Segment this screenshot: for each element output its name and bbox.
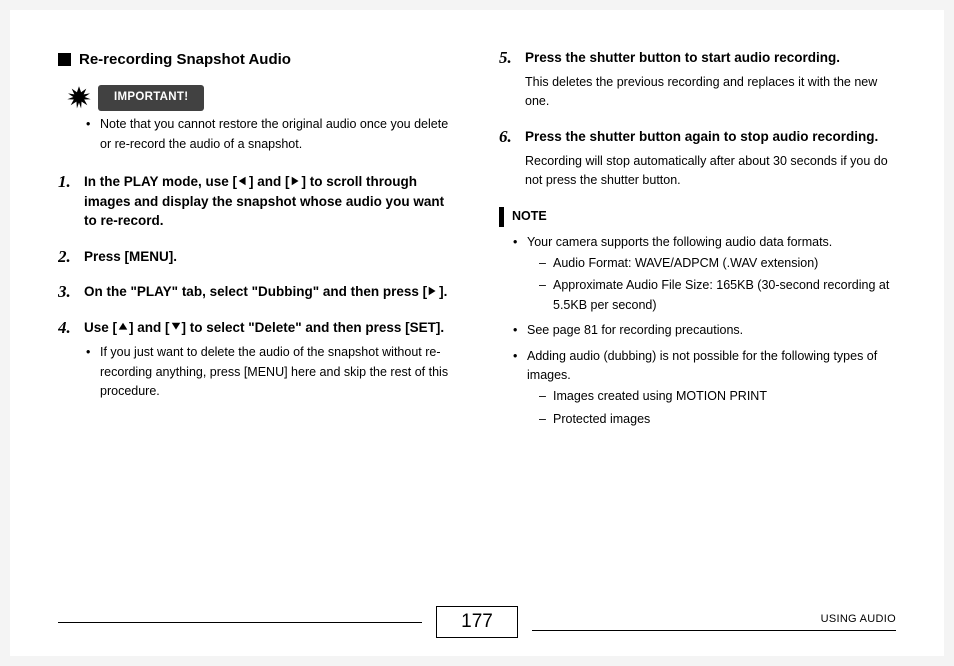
step-6: Press the shutter button again to stop a…	[499, 127, 896, 190]
two-column-content: Re-recording Snapshot Audio IMPORTANT! N…	[58, 48, 896, 656]
footer-right: USING AUDIO	[532, 613, 896, 631]
right-arrow-icon	[427, 285, 439, 297]
note-subitem: Audio Format: WAVE/ADPCM (.WAV extension…	[539, 254, 896, 273]
note-sublist: Images created using MOTION PRINT Protec…	[527, 387, 896, 429]
note-subitem: Protected images	[539, 410, 896, 429]
step-2: Press [MENU].	[58, 247, 455, 267]
note-subitem: Images created using MOTION PRINT	[539, 387, 896, 406]
step-3: On the "PLAY" tab, select "Dubbing" and …	[58, 282, 455, 302]
step-body: Recording will stop automatically after …	[525, 152, 896, 191]
step-title: Press the shutter button again to stop a…	[525, 127, 896, 147]
note-item: Your camera supports the following audio…	[513, 233, 896, 316]
left-column: Re-recording Snapshot Audio IMPORTANT! N…	[58, 48, 455, 656]
down-arrow-icon	[170, 321, 182, 333]
footer-rule-left	[58, 622, 422, 623]
manual-page: Re-recording Snapshot Audio IMPORTANT! N…	[10, 10, 944, 656]
note-item: Adding audio (dubbing) is not possible f…	[513, 347, 896, 430]
step-title: In the PLAY mode, use [] and [] to scrol…	[84, 172, 455, 231]
note-bar-icon	[499, 207, 504, 227]
starburst-icon	[66, 85, 92, 111]
heading-text: Re-recording Snapshot Audio	[79, 48, 291, 71]
step-title: On the "PLAY" tab, select "Dubbing" and …	[84, 282, 455, 302]
footer-section-label: USING AUDIO	[821, 613, 896, 625]
footer-rule-right	[532, 630, 896, 631]
note-list: Your camera supports the following audio…	[499, 233, 896, 429]
step-note-item: If you just want to delete the audio of …	[86, 343, 455, 401]
left-steps: In the PLAY mode, use [] and [] to scrol…	[58, 172, 455, 402]
note-sublist: Audio Format: WAVE/ADPCM (.WAV extension…	[527, 254, 896, 315]
note-item: See page 81 for recording precautions.	[513, 321, 896, 340]
page-number: 177	[436, 606, 518, 638]
important-label: IMPORTANT!	[98, 85, 204, 111]
page-footer: 177 USING AUDIO	[58, 606, 896, 638]
left-arrow-icon	[237, 175, 249, 187]
heading-square-icon	[58, 53, 71, 66]
important-notes: Note that you cannot restore the origina…	[58, 115, 455, 154]
right-column: Press the shutter button to start audio …	[499, 48, 896, 656]
step-notes: If you just want to delete the audio of …	[84, 343, 455, 401]
step-4: Use [] and [] to select "Delete" and the…	[58, 318, 455, 402]
step-title: Press [MENU].	[84, 247, 455, 267]
right-steps: Press the shutter button to start audio …	[499, 48, 896, 191]
important-note-item: Note that you cannot restore the origina…	[86, 115, 455, 154]
up-arrow-icon	[117, 321, 129, 333]
step-1: In the PLAY mode, use [] and [] to scrol…	[58, 172, 455, 231]
step-5: Press the shutter button to start audio …	[499, 48, 896, 111]
note-label: NOTE	[512, 207, 547, 226]
note-heading: NOTE	[499, 207, 896, 227]
note-subitem: Approximate Audio File Size: 165KB (30-s…	[539, 276, 896, 315]
right-arrow-icon	[290, 175, 302, 187]
step-title: Use [] and [] to select "Delete" and the…	[84, 318, 455, 338]
section-heading: Re-recording Snapshot Audio	[58, 48, 455, 71]
important-callout: IMPORTANT!	[66, 85, 455, 111]
step-title: Press the shutter button to start audio …	[525, 48, 896, 68]
step-body: This deletes the previous recording and …	[525, 73, 896, 112]
